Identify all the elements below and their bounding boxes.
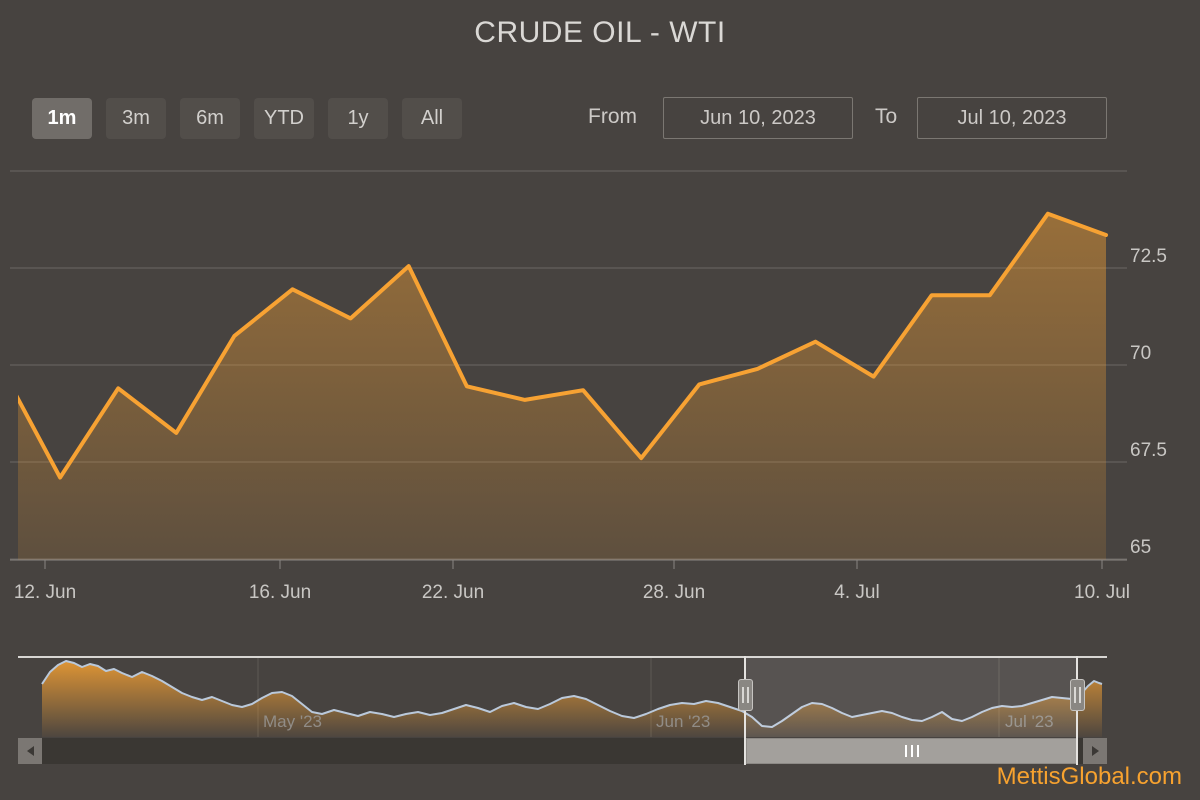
- handle-grip-icon: [742, 687, 744, 703]
- navigator-right-handle[interactable]: [1070, 679, 1085, 711]
- navigator-selected-range[interactable]: [746, 657, 1077, 737]
- range-button-all[interactable]: All: [402, 98, 462, 139]
- x-tick-label: 22. Jun: [421, 582, 485, 603]
- x-axis: [10, 559, 1127, 569]
- watermark: MettisGlobal.com: [996, 763, 1182, 790]
- x-tick-label: 10. Jul: [1074, 582, 1130, 603]
- x-tick-label: 12. Jun: [13, 582, 77, 603]
- navigator-left-handle[interactable]: [738, 679, 753, 711]
- page-title: CRUDE OIL - WTI: [474, 16, 726, 49]
- x-tick-label: 4. Jul: [834, 582, 880, 603]
- to-date-input[interactable]: [917, 97, 1107, 139]
- price-area-series: [18, 211, 1108, 560]
- scrollbar-right-button[interactable]: [1083, 738, 1107, 764]
- price-line: [18, 211, 1108, 480]
- month-label-jul: Jul '23: [1005, 712, 1054, 731]
- grip-bars-icon: [904, 745, 907, 757]
- y-tick-label: 67.5: [1130, 440, 1167, 461]
- to-label: To: [875, 105, 898, 128]
- month-label-may: May '23: [263, 712, 322, 731]
- navigator-line: [41, 660, 1103, 728]
- month-label-jun: Jun '23: [656, 712, 711, 731]
- navigator-mini-chart[interactable]: [0, 650, 1200, 765]
- handle-grip-icon: [1074, 687, 1076, 703]
- navigator-series: [41, 660, 1103, 737]
- range-button-1m[interactable]: 1m: [32, 98, 92, 139]
- range-button-ytd[interactable]: YTD: [254, 98, 314, 139]
- main-price-chart[interactable]: [0, 0, 1200, 650]
- y-tick-label: 72.5: [1130, 246, 1167, 267]
- range-button-6m[interactable]: 6m: [180, 98, 240, 139]
- range-button-3m[interactable]: 3m: [106, 98, 166, 139]
- x-tick-label: 28. Jun: [642, 582, 706, 603]
- navigator-area-fill: [42, 661, 1102, 737]
- right-arrow-icon: [1091, 746, 1099, 756]
- scrollbar-thumb[interactable]: [746, 738, 1077, 764]
- left-arrow-icon: [26, 746, 34, 756]
- from-label: From: [588, 105, 637, 128]
- range-button-1y[interactable]: 1y: [328, 98, 388, 139]
- area-fill: [18, 213, 1106, 560]
- x-tick-label: 16. Jun: [248, 582, 312, 603]
- y-tick-label: 70: [1130, 343, 1152, 364]
- from-date-input[interactable]: [663, 97, 853, 139]
- y-tick-label: 65: [1130, 537, 1152, 558]
- scrollbar-left-button[interactable]: [18, 738, 42, 764]
